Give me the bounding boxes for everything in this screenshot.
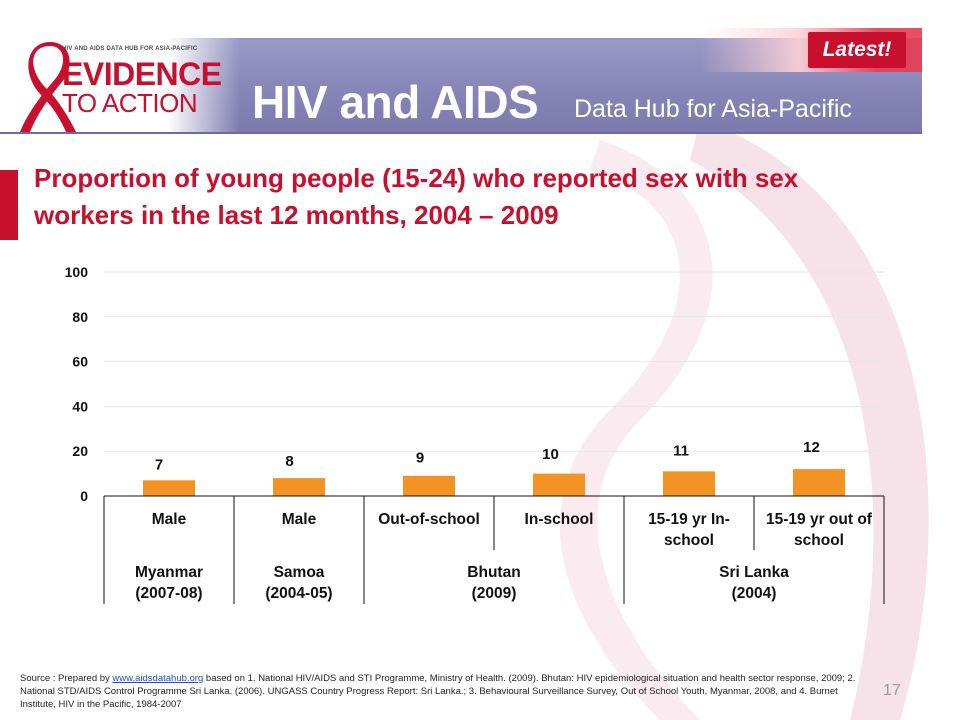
data-label: 7 xyxy=(155,456,163,473)
y-tick-label: 100 xyxy=(65,264,89,280)
x-tick-label: 15-19 yr In- xyxy=(648,511,730,528)
source-prefix: Source : Prepared by xyxy=(20,673,113,684)
x-tick-label: Out-of-school xyxy=(378,511,480,528)
data-label: 9 xyxy=(416,449,424,466)
group-label: Myanmar xyxy=(135,564,203,581)
y-tick-label: 20 xyxy=(72,443,88,459)
x-tick-label: school xyxy=(794,532,844,549)
y-tick-label: 80 xyxy=(72,309,88,325)
x-tick-label: In-school xyxy=(525,511,594,528)
header-subtitle: Data Hub for Asia-Pacific xyxy=(574,95,852,123)
source-note: Source : Prepared by www.aidsdatahub.org… xyxy=(20,672,860,711)
bar xyxy=(403,475,455,496)
group-label: (2009) xyxy=(472,585,517,602)
y-tick-label: 0 xyxy=(80,488,88,504)
bar xyxy=(533,473,585,496)
y-tick-label: 60 xyxy=(72,354,88,370)
page-number: 17 xyxy=(883,682,901,699)
data-label: 11 xyxy=(673,443,689,460)
bar xyxy=(793,469,845,496)
title-accent-bar xyxy=(0,170,18,240)
logo-line1: EVIDENCE xyxy=(62,56,222,92)
latest-badge: Latest! xyxy=(808,32,906,68)
x-tick-label: Male xyxy=(152,511,187,528)
group-label: (2004) xyxy=(732,585,777,602)
group-label: (2004-05) xyxy=(265,585,332,602)
y-tick-label: 40 xyxy=(72,398,88,414)
header-band: HIV AND AIDS DATA HUB FOR ASIA-PACIFIC E… xyxy=(0,38,922,134)
logo-line2: TO ACTION xyxy=(62,88,198,118)
source-rest: based on 1. National HIV/AIDS and STI Pr… xyxy=(20,673,856,710)
red-ribbon-icon xyxy=(20,42,76,132)
group-label: Samoa xyxy=(274,564,325,581)
x-tick-label: 15-19 yr out of xyxy=(766,511,873,528)
group-label: Bhutan xyxy=(467,564,520,581)
group-label: (2007-08) xyxy=(135,585,202,602)
data-label: 10 xyxy=(542,446,559,463)
bar xyxy=(663,471,715,496)
data-label: 12 xyxy=(803,439,820,456)
slide-title: Proportion of young people (15-24) who r… xyxy=(34,163,799,230)
bar xyxy=(143,480,195,496)
logo: HIV AND AIDS DATA HUB FOR ASIA-PACIFIC E… xyxy=(0,38,240,132)
data-label: 8 xyxy=(285,453,293,470)
bar xyxy=(273,478,325,496)
logo-small-text: HIV AND AIDS DATA HUB FOR ASIA-PACIFIC xyxy=(62,46,198,52)
group-label: Sri Lanka xyxy=(719,564,789,581)
source-link[interactable]: www.aidsdatahub.org xyxy=(112,673,204,684)
x-tick-label: school xyxy=(664,532,714,549)
header-title: HIV and AIDS xyxy=(252,76,539,128)
x-tick-label: Male xyxy=(282,511,317,528)
